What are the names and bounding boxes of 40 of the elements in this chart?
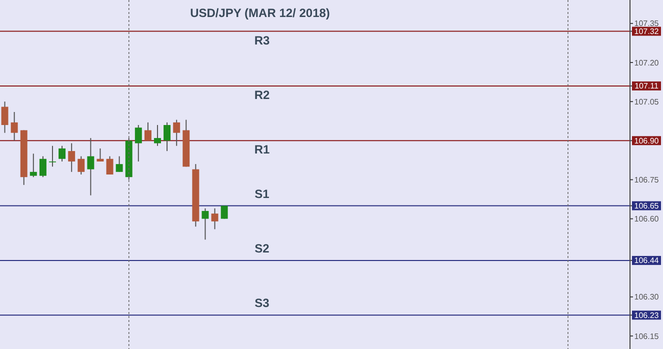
candlestick	[116, 156, 123, 172]
candlestick	[1, 101, 8, 134]
ref-line-label: R2	[254, 88, 270, 102]
y-tick-label: 106.60	[634, 214, 660, 224]
y-tick-label: 107.05	[634, 97, 660, 106]
y-tick-label: 106.15	[634, 332, 660, 341]
candlestick	[164, 122, 171, 152]
y-tick-label: 107.11	[634, 82, 659, 91]
candlestick	[144, 122, 152, 142]
candlestick	[154, 124, 161, 146]
candlestick	[211, 208, 218, 230]
y-tick-label: 107.32	[634, 27, 660, 36]
candlestick	[220, 205, 228, 220]
candlestick	[58, 145, 66, 162]
y-tick-label: 106.23	[634, 310, 660, 320]
candlestick	[173, 119, 180, 146]
candlestick	[202, 208, 209, 240]
candlestick	[96, 148, 104, 162]
candlestick	[78, 156, 85, 175]
candlestick	[106, 156, 114, 175]
y-tick-label: 106.75	[634, 176, 660, 185]
y-tick-label: 106.90	[634, 136, 660, 146]
text: USD/JPY (MAR 12/ 2018)	[190, 6, 330, 20]
y-tick-label: 106.30	[634, 292, 660, 302]
candlestick	[10, 111, 18, 142]
ref-line-label: R3	[254, 33, 270, 48]
candlestick	[39, 156, 46, 178]
candlestick	[87, 138, 94, 196]
y-tick-label: 106.65	[634, 202, 660, 211]
ref-line-label: S1	[254, 186, 270, 201]
candlestick	[30, 153, 37, 178]
y-tick-label: 106.44	[634, 256, 660, 266]
ref-line-label: S2	[254, 241, 270, 256]
y-tick-label: 107.20	[634, 58, 660, 68]
y-tick-label: 107.35	[634, 19, 660, 28]
candlestick	[134, 124, 142, 162]
candlestick	[68, 142, 76, 172]
ref-line-label: R1	[254, 142, 270, 157]
candlestick	[49, 145, 56, 168]
ref-line-label: S3	[254, 296, 270, 310]
